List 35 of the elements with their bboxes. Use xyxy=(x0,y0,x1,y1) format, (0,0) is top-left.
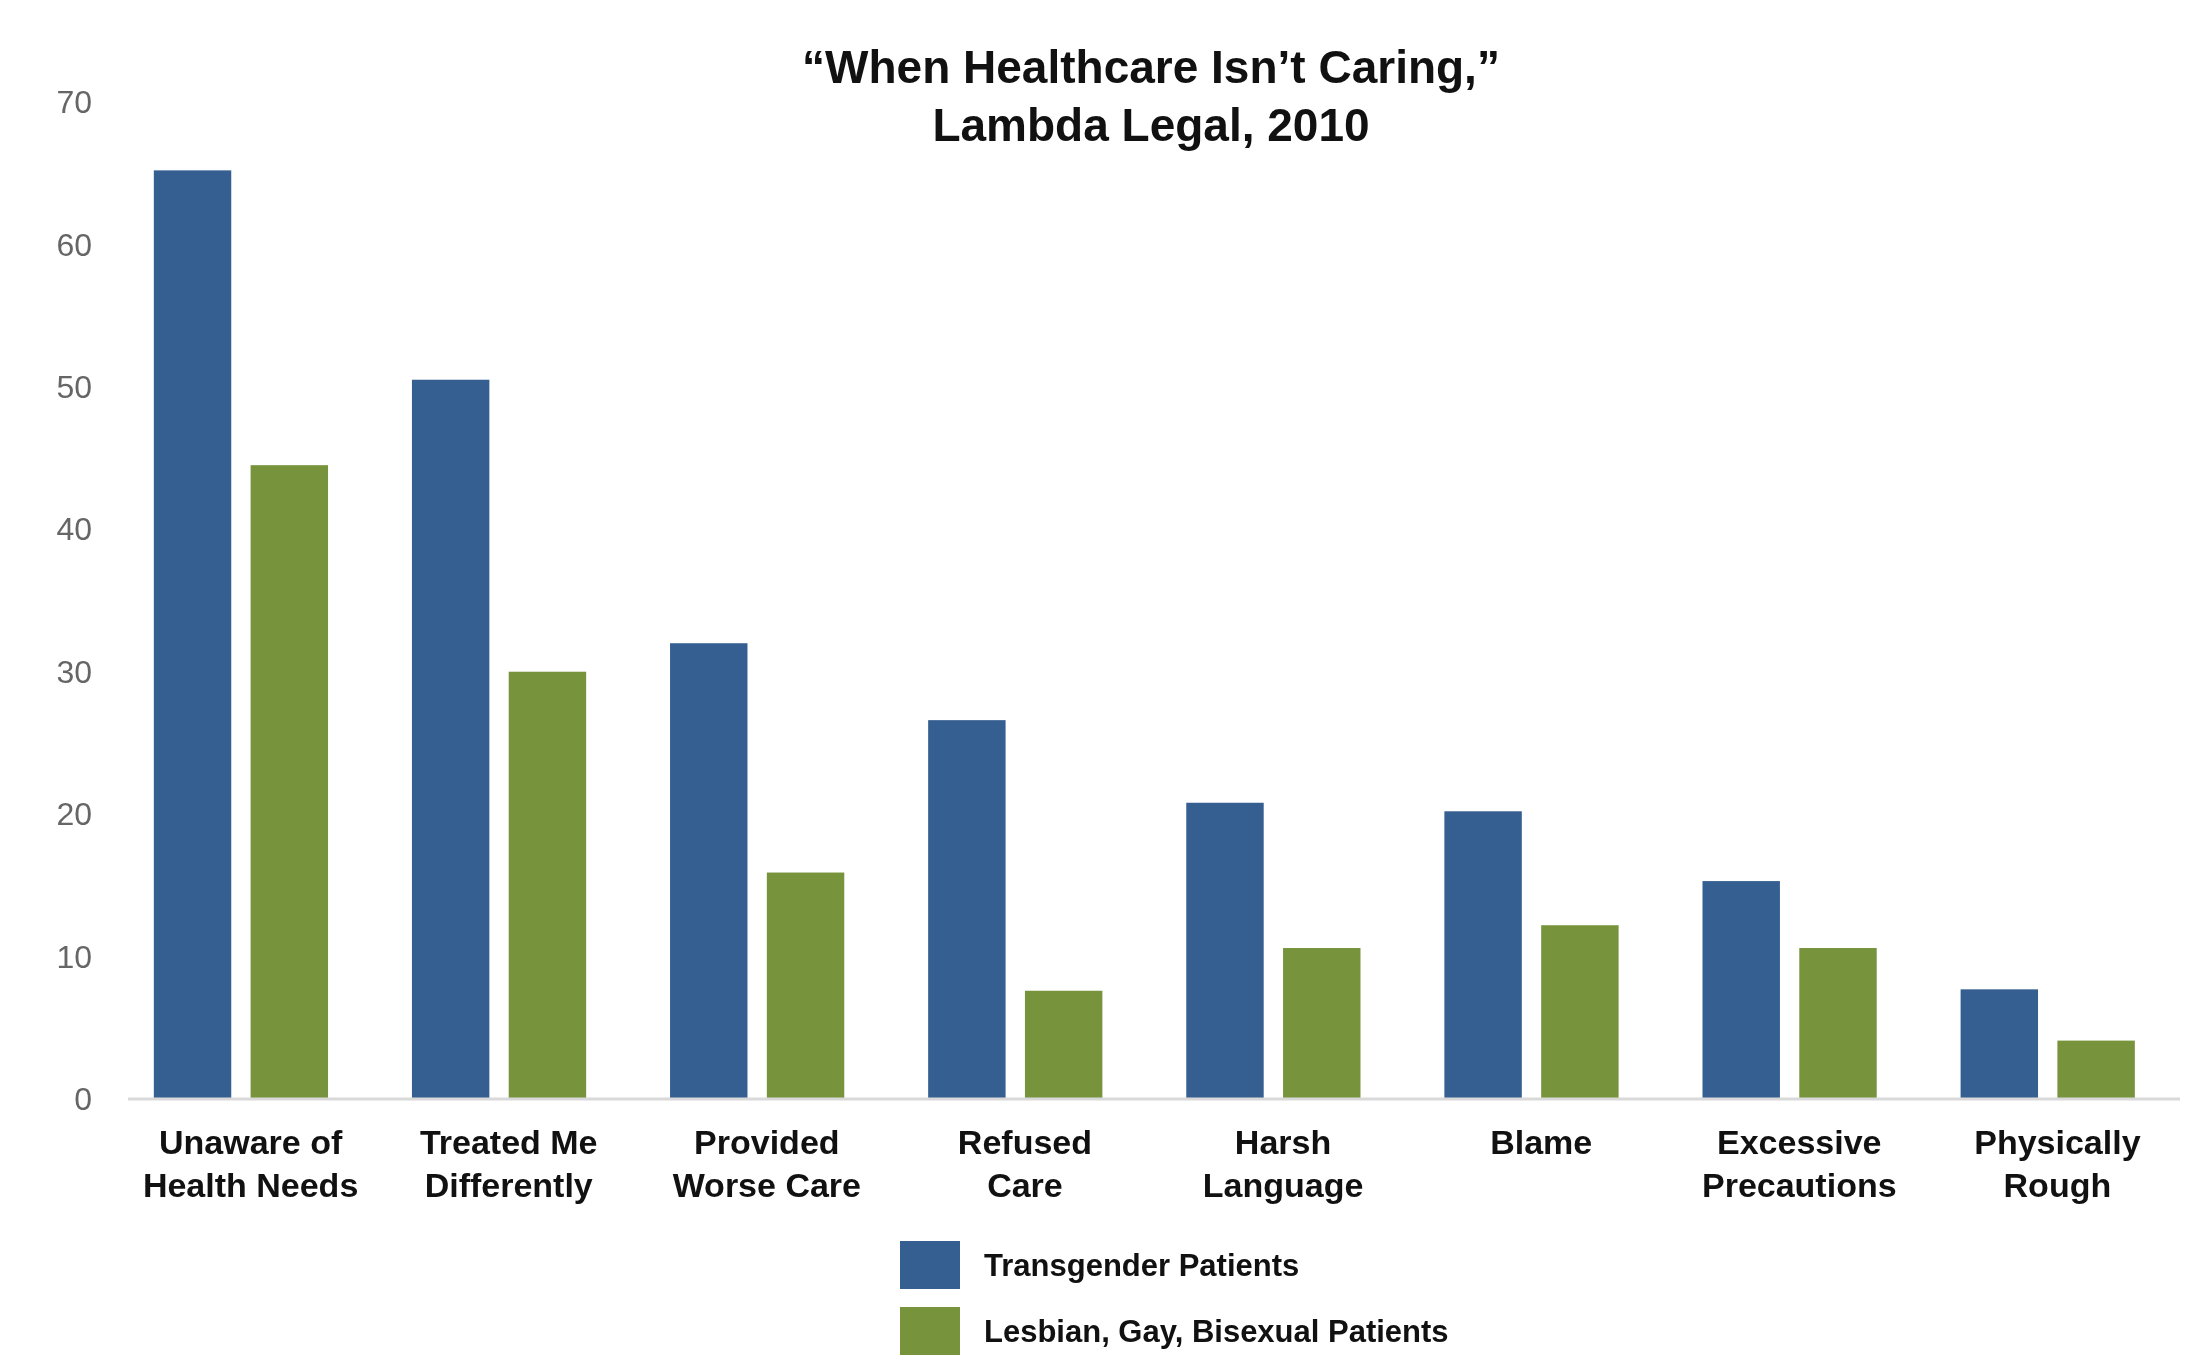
bar xyxy=(1444,811,1522,1099)
bar xyxy=(1960,989,2039,1099)
y-tick-label: 10 xyxy=(56,938,92,975)
x-tick-label: Excessive Precautions xyxy=(1701,1123,1897,1204)
legend-label: Lesbian, Gay, Bisexual Patients xyxy=(984,1313,1449,1349)
x-tick-label: Treated Me Differently xyxy=(419,1123,598,1204)
y-tick-label: 50 xyxy=(56,369,92,406)
x-tick-label: Provided Worse Care xyxy=(672,1123,862,1204)
x-tick-label: Blame xyxy=(1490,1123,1593,1161)
chart-title: “When Healthcare Isn’t Caring,” Lambda Legal, 2010 xyxy=(802,41,1500,151)
x-tick-label: Unaware of Health Needs xyxy=(142,1123,359,1204)
bar xyxy=(153,170,232,1099)
y-tick-label: 0 xyxy=(74,1081,92,1118)
bar xyxy=(2057,1040,2135,1099)
bar xyxy=(508,671,587,1099)
bar xyxy=(411,379,490,1099)
bar xyxy=(670,643,748,1099)
bar xyxy=(1541,925,1619,1099)
bar xyxy=(1186,802,1264,1099)
bar xyxy=(1024,990,1103,1099)
y-tick-label: 70 xyxy=(56,84,92,121)
y-tick-label: 40 xyxy=(56,511,92,548)
x-tick-label: Harsh Language xyxy=(1202,1123,1364,1204)
x-tick-label: Physically Rough xyxy=(1974,1123,2141,1204)
bar xyxy=(928,720,1006,1099)
legend-label: Transgender Patients xyxy=(984,1247,1300,1283)
bar xyxy=(250,465,329,1099)
bar xyxy=(766,872,845,1099)
bar xyxy=(1799,948,1877,1099)
x-tick-label: Refused Care xyxy=(957,1123,1093,1204)
y-tick-label: 20 xyxy=(56,796,92,833)
bar xyxy=(1283,948,1361,1099)
y-tick-label: 60 xyxy=(56,226,92,263)
bar xyxy=(1702,881,1780,1099)
y-tick-label: 30 xyxy=(56,653,92,690)
